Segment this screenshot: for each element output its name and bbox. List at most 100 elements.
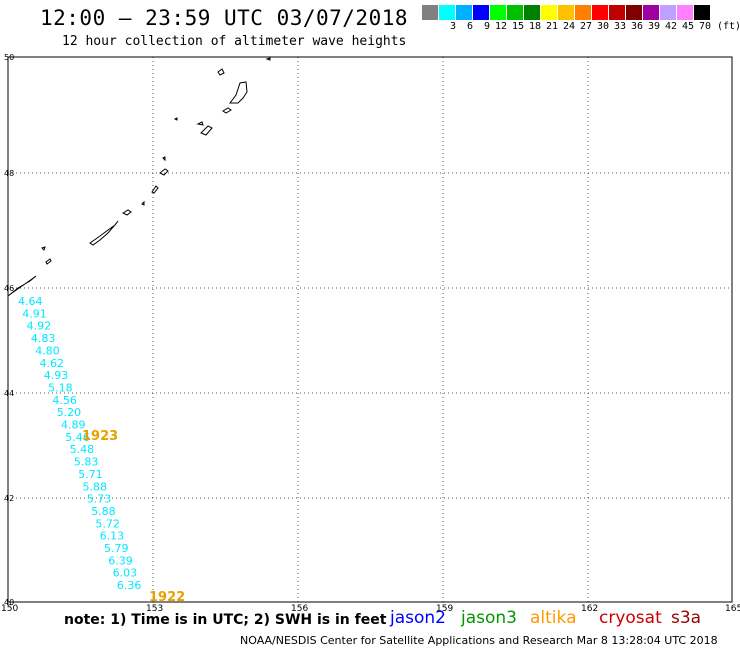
legend-swatch-14: [660, 5, 677, 20]
wave-height-label-5: 4.62: [40, 357, 65, 370]
wave-height-label-0: 4.64: [18, 295, 43, 308]
island-outline-15: [265, 57, 271, 61]
wave-height-label-13: 5.83: [74, 456, 99, 469]
wave-height-label-1: 4.91: [22, 307, 47, 320]
wave-height-label-21: 6.39: [108, 554, 133, 567]
legend-swatch-11: [609, 5, 626, 20]
island-outline-10: [196, 121, 204, 126]
color-scale-labels: 3 6 9 12 15 18 21 24 27 30 33 36 39 42 45 70: [422, 21, 711, 32]
lat-label-44: 44: [4, 389, 14, 398]
wave-height-label-8: 4.56: [52, 394, 77, 407]
island-outline-0: [7, 275, 37, 297]
legend-label-14: 45: [681, 21, 694, 32]
island-outline-11: [173, 117, 178, 121]
legend-label-11: 36: [630, 21, 643, 32]
lat-label-42: 42: [4, 494, 14, 503]
wave-height-label-6: 4.93: [44, 369, 69, 382]
legend-label-13: 42: [664, 21, 677, 32]
wave-height-label-15: 5.88: [83, 480, 108, 493]
island-outline-6: [151, 185, 159, 194]
island-outline-8: [162, 156, 166, 162]
legend-label-2: 9: [483, 21, 490, 32]
wave-height-label-23: 6.36: [117, 579, 141, 592]
satellite-altika-label: altika: [530, 608, 577, 628]
legend-label-4: 15: [511, 21, 524, 32]
lat-label-46: 46: [4, 284, 14, 293]
legend-swatch-13: [643, 5, 660, 20]
satellite-jason2-label: jason2: [390, 608, 446, 628]
lon-label-159: 159: [436, 604, 453, 614]
island-outline-7: [159, 168, 169, 176]
wave-height-label-18: 5.72: [95, 517, 120, 530]
legend-swatch-3: [473, 5, 490, 20]
legend-swatch-10: [592, 5, 609, 20]
satellite-jason3-label: jason3: [461, 608, 517, 628]
lat-label-48: 48: [4, 169, 14, 178]
legend-swatch-6: [524, 5, 541, 20]
island-outline-5: [141, 200, 145, 206]
legend-label-6: 21: [545, 21, 558, 32]
wave-height-label-19: 6.13: [100, 530, 125, 543]
wave-height-label-3: 4.83: [31, 332, 56, 345]
wave-height-label-20: 5.79: [104, 542, 129, 555]
legend-swatch-0: [422, 5, 439, 20]
wave-height-label-12: 5.48: [70, 443, 95, 456]
wave-height-label-10: 4.89: [61, 419, 86, 432]
legend-label-8: 27: [579, 21, 592, 32]
wave-height-label-17: 5.88: [91, 505, 116, 518]
island-outline-2: [41, 246, 46, 251]
island-outline-12: [222, 107, 232, 114]
wave-height-label-2: 4.92: [27, 320, 51, 333]
page-subtitle: 12 hour collection of altimeter wave hei…: [62, 34, 407, 49]
wave-height-label-9: 5.20: [57, 406, 81, 419]
island-outline-9: [200, 125, 213, 136]
lon-label-156: 156: [291, 604, 308, 614]
lon-label-162: 162: [581, 604, 598, 614]
wave-height-label-22: 6.03: [113, 567, 138, 580]
lon-label-153: 153: [146, 604, 163, 614]
color-scale-legend: [422, 5, 711, 20]
legend-label-15: 70: [698, 21, 711, 32]
legend-swatch-9: [575, 5, 592, 20]
wave-height-label-11: 5.46: [65, 431, 90, 444]
legend-swatch-12: [626, 5, 643, 20]
island-outline-4: [121, 209, 132, 216]
legend-label-10: 33: [613, 21, 626, 32]
time-label-1: 1922: [149, 590, 185, 605]
wave-height-label-14: 5.71: [78, 468, 103, 481]
legend-swatch-16: [694, 5, 711, 20]
legend-swatch-1: [439, 5, 456, 20]
legend-label-0: 3: [449, 21, 456, 32]
page-title: 12:00 – 23:59 UTC 03/07/2018: [40, 6, 409, 30]
lon-label-150: 150: [1, 604, 18, 614]
legend-swatch-15: [677, 5, 694, 20]
legend-label-12: 39: [647, 21, 660, 32]
legend-label-3: 12: [494, 21, 507, 32]
satellite-s3a-label: s3a: [671, 608, 702, 628]
legend-label-9: 30: [596, 21, 609, 32]
legend-swatch-5: [507, 5, 524, 20]
legend-label-7: 24: [562, 21, 575, 32]
lon-label-165: 165: [725, 604, 740, 614]
legend-swatch-2: [456, 5, 473, 20]
wave-height-label-16: 5.73: [87, 493, 112, 506]
legend-swatch-8: [558, 5, 575, 20]
island-outline-1: [45, 258, 52, 265]
island-outline-14: [217, 68, 225, 76]
legend-label-5: 18: [528, 21, 541, 32]
legend-swatch-7: [541, 5, 558, 20]
wave-height-label-4: 4.80: [35, 344, 60, 357]
map-frame: [7, 56, 733, 603]
color-scale-unit: (ft): [717, 21, 740, 32]
footnote: note: 1) Time is in UTC; 2) SWH is in fe…: [64, 612, 387, 628]
island-outline-13: [229, 81, 248, 104]
wave-height-label-7: 5.18: [48, 381, 73, 394]
time-label-0: 1923: [82, 429, 118, 444]
island-outline-3: [89, 220, 119, 246]
satellite-cryosat-label: cryosat: [599, 608, 662, 628]
credit-footer: NOAA/NESDIS Center for Satellite Applica…: [240, 634, 718, 647]
legend-swatch-4: [490, 5, 507, 20]
legend-label-1: 6: [466, 21, 473, 32]
